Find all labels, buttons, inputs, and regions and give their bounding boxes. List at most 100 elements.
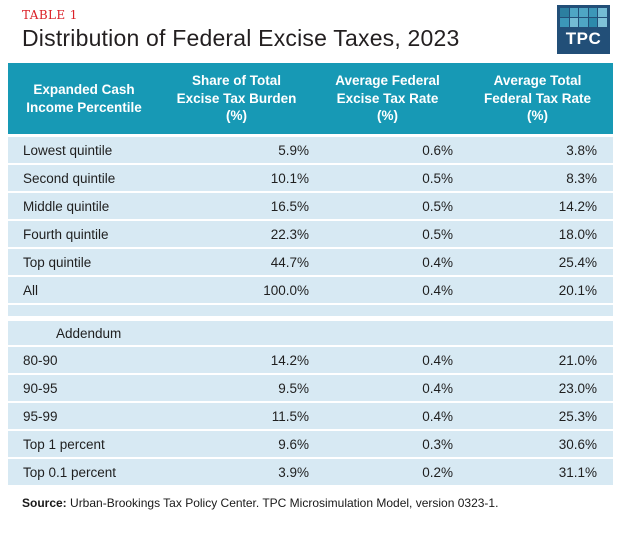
header-line: Excise Tax Burden bbox=[176, 90, 297, 106]
share-value: 16.5% bbox=[160, 193, 313, 221]
header-line: Excise Tax Rate bbox=[336, 90, 439, 106]
header-line: Share of Total bbox=[191, 73, 281, 89]
excise-rate-value: 0.2% bbox=[313, 459, 462, 487]
logo-grid-square bbox=[569, 8, 579, 17]
empty-cell bbox=[160, 321, 313, 347]
table-row-top-1-percent: Top 1 percent 9.6% 0.3% 30.6% bbox=[8, 431, 613, 459]
excise-rate-value: 0.6% bbox=[313, 137, 462, 165]
figure-header: TABLE 1 Distribution of Federal Excise T… bbox=[0, 0, 621, 63]
page-title: Distribution of Federal Excise Taxes, 20… bbox=[22, 25, 460, 52]
tpc-logo: TPC bbox=[557, 5, 610, 54]
spacer-cell bbox=[8, 305, 613, 321]
table-row-80-90: 80-90 14.2% 0.4% 21.0% bbox=[8, 347, 613, 375]
row-label: Top quintile bbox=[8, 249, 160, 277]
empty-cell bbox=[462, 321, 613, 347]
col-header-income-percentile: Expanded Cash Income Percentile bbox=[8, 63, 160, 137]
row-label: Middle quintile bbox=[8, 193, 160, 221]
col-header-share-of-burden: Share of Total Excise Tax Burden (%) bbox=[160, 63, 313, 137]
share-value: 9.5% bbox=[160, 375, 313, 403]
header-line: (%) bbox=[226, 108, 247, 124]
excise-rate-value: 0.4% bbox=[313, 277, 462, 305]
excise-rate-value: 0.4% bbox=[313, 375, 462, 403]
empty-cell bbox=[313, 321, 462, 347]
share-value: 9.6% bbox=[160, 431, 313, 459]
source-note: Source: Urban-Brookings Tax Policy Cente… bbox=[22, 496, 613, 510]
row-label: Second quintile bbox=[8, 165, 160, 193]
total-rate-value: 14.2% bbox=[462, 193, 613, 221]
tpc-logo-text: TPC bbox=[565, 29, 602, 48]
row-label: 95-99 bbox=[8, 403, 160, 431]
excise-rate-value: 0.4% bbox=[313, 347, 462, 375]
header-line: Expanded Cash bbox=[33, 81, 135, 97]
table-header: Expanded Cash Income Percentile Share of… bbox=[8, 63, 613, 137]
total-rate-value: 18.0% bbox=[462, 221, 613, 249]
row-label: 80-90 bbox=[8, 347, 160, 375]
table-row-lowest-quintile: Lowest quintile 5.9% 0.6% 3.8% bbox=[8, 137, 613, 165]
excise-rate-value: 0.4% bbox=[313, 403, 462, 431]
row-label: Fourth quintile bbox=[8, 221, 160, 249]
excise-rate-value: 0.5% bbox=[313, 193, 462, 221]
excise-rate-value: 0.4% bbox=[313, 249, 462, 277]
row-label: Top 0.1 percent bbox=[8, 459, 160, 487]
total-rate-value: 3.8% bbox=[462, 137, 613, 165]
table-row-second-quintile: Second quintile 10.1% 0.5% 8.3% bbox=[8, 165, 613, 193]
share-value: 5.9% bbox=[160, 137, 313, 165]
addendum-row: Addendum bbox=[8, 321, 613, 347]
source-text: Urban-Brookings Tax Policy Center. TPC M… bbox=[66, 496, 499, 510]
addendum-label: Addendum bbox=[8, 321, 160, 347]
total-rate-value: 21.0% bbox=[462, 347, 613, 375]
table-number: TABLE 1 bbox=[22, 8, 78, 22]
table-row-top-01-percent: Top 0.1 percent 3.9% 0.2% 31.1% bbox=[8, 459, 613, 487]
logo-grid-square bbox=[560, 8, 569, 17]
col-header-avg-total-rate: Average Total Federal Tax Rate (%) bbox=[462, 63, 613, 137]
row-label: All bbox=[8, 277, 160, 305]
logo-grid-square bbox=[588, 8, 598, 17]
source-label: Source: bbox=[22, 496, 67, 510]
table-row-90-95: 90-95 9.5% 0.4% 23.0% bbox=[8, 375, 613, 403]
total-rate-value: 25.3% bbox=[462, 403, 613, 431]
col-header-avg-excise-rate: Average Federal Excise Tax Rate (%) bbox=[313, 63, 462, 137]
share-value: 3.9% bbox=[160, 459, 313, 487]
total-rate-value: 30.6% bbox=[462, 431, 613, 459]
share-value: 11.5% bbox=[160, 403, 313, 431]
logo-grid-square bbox=[569, 18, 579, 27]
share-value: 44.7% bbox=[160, 249, 313, 277]
table-body: Lowest quintile 5.9% 0.6% 3.8% Second qu… bbox=[8, 137, 613, 487]
logo-grid-square bbox=[579, 18, 588, 27]
total-rate-value: 20.1% bbox=[462, 277, 613, 305]
total-rate-value: 8.3% bbox=[462, 165, 613, 193]
logo-grid-square bbox=[579, 8, 588, 17]
total-rate-value: 31.1% bbox=[462, 459, 613, 487]
header-row: Expanded Cash Income Percentile Share of… bbox=[8, 63, 613, 137]
share-value: 22.3% bbox=[160, 221, 313, 249]
share-value: 10.1% bbox=[160, 165, 313, 193]
header-line: Federal Tax Rate bbox=[483, 90, 592, 106]
row-label: Top 1 percent bbox=[8, 431, 160, 459]
logo-grid-square bbox=[588, 18, 598, 27]
spacer-row bbox=[8, 305, 613, 321]
logo-grid-square bbox=[598, 8, 607, 17]
logo-grid-square bbox=[598, 18, 607, 27]
row-label: Lowest quintile bbox=[8, 137, 160, 165]
header-line: (%) bbox=[527, 108, 548, 124]
table-row-top-quintile: Top quintile 44.7% 0.4% 25.4% bbox=[8, 249, 613, 277]
total-rate-value: 25.4% bbox=[462, 249, 613, 277]
share-value: 100.0% bbox=[160, 277, 313, 305]
excise-rate-value: 0.5% bbox=[313, 165, 462, 193]
header-line: (%) bbox=[377, 108, 398, 124]
share-value: 14.2% bbox=[160, 347, 313, 375]
header-line: Average Total bbox=[493, 73, 582, 89]
table-row-all: All 100.0% 0.4% 20.1% bbox=[8, 277, 613, 305]
tpc-logo-grid-icon bbox=[560, 8, 607, 27]
header-line: Average Federal bbox=[335, 73, 440, 89]
header-line: Income Percentile bbox=[26, 99, 142, 115]
row-label: 90-95 bbox=[8, 375, 160, 403]
total-rate-value: 23.0% bbox=[462, 375, 613, 403]
table-row-fourth-quintile: Fourth quintile 22.3% 0.5% 18.0% bbox=[8, 221, 613, 249]
table-row-middle-quintile: Middle quintile 16.5% 0.5% 14.2% bbox=[8, 193, 613, 221]
excise-tax-table: Expanded Cash Income Percentile Share of… bbox=[8, 63, 613, 487]
table-row-95-99: 95-99 11.5% 0.4% 25.3% bbox=[8, 403, 613, 431]
excise-rate-value: 0.5% bbox=[313, 221, 462, 249]
logo-grid-square bbox=[560, 18, 569, 27]
excise-rate-value: 0.3% bbox=[313, 431, 462, 459]
